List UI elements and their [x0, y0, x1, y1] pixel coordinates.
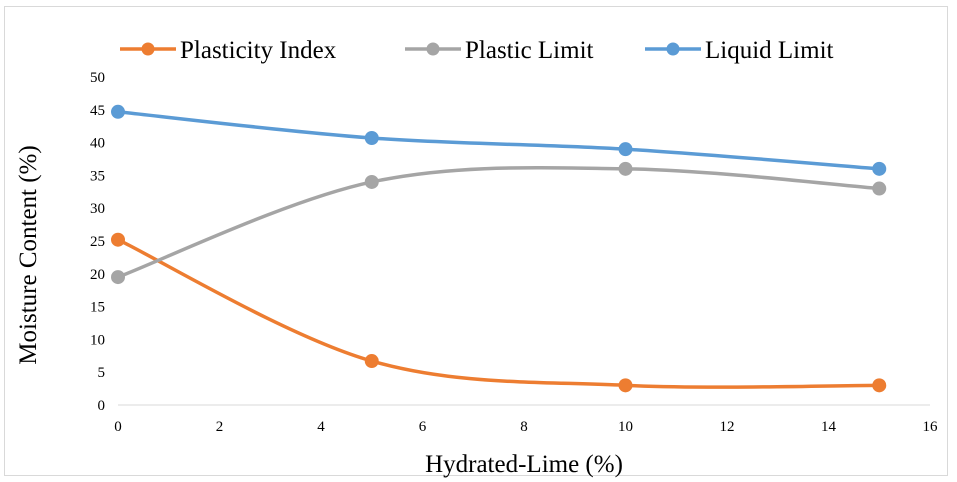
y-tick-label: 40	[90, 136, 105, 152]
legend-marker-plastic-limit	[426, 42, 440, 56]
x-tick-label: 6	[419, 419, 427, 435]
data-point-plasticity-index	[364, 354, 379, 369]
data-point-plasticity-index	[872, 378, 887, 393]
x-tick-label: 12	[720, 419, 735, 435]
y-tick-label: 50	[90, 70, 105, 86]
x-tick-label: 16	[923, 419, 939, 435]
y-tick-label: 45	[90, 103, 105, 119]
x-tick-label: 4	[317, 419, 325, 435]
x-axis-ticks: 0 2 4 6 8 10 12 14 16	[114, 419, 938, 435]
y-tick-label: 25	[90, 234, 105, 250]
x-tick-label: 2	[216, 419, 224, 435]
y-tick-label: 0	[98, 398, 106, 414]
data-point-liquid-limit	[111, 104, 125, 119]
chart-frame	[4, 6, 948, 476]
x-tick-label: 0	[114, 419, 122, 435]
data-point-plastic-limit	[111, 270, 125, 285]
legend-label-liquid-limit: Liquid Limit	[705, 37, 834, 64]
y-tick-label: 10	[90, 332, 105, 348]
legend-marker-plasticity-index	[141, 42, 155, 56]
y-tick-label: 5	[98, 365, 106, 381]
data-point-liquid-limit	[872, 161, 887, 176]
series-line-plasticity-index	[117, 238, 880, 389]
y-tick-label: 15	[90, 300, 105, 316]
legend: Plasticity Index Plastic Limit Liquid Limi…	[120, 37, 834, 64]
legend-label-plasticity-index: Plasticity Index	[180, 37, 337, 64]
data-point-plasticity-index	[111, 232, 125, 247]
series-lines	[117, 110, 880, 389]
data-point-liquid-limit	[364, 131, 379, 146]
legend-label-plastic-limit: Plastic Limit	[465, 37, 594, 64]
y-tick-label: 20	[90, 267, 105, 283]
legend-marker-liquid-limit	[666, 42, 680, 56]
data-point-plasticity-index	[618, 378, 633, 393]
series-line-liquid-limit	[117, 110, 880, 171]
x-axis-title: Hydrated-Lime (%)	[425, 451, 623, 478]
y-tick-label: 35	[90, 168, 105, 184]
y-axis-title: Moisture Content (%)	[15, 145, 42, 364]
x-tick-label: 8	[520, 419, 528, 435]
series-points	[111, 104, 887, 393]
data-point-plastic-limit	[618, 161, 633, 176]
data-point-plastic-limit	[872, 181, 887, 196]
y-axis-ticks: 0 5 10 15 20 25 30 35 40 45 50	[90, 70, 105, 414]
x-tick-label: 14	[821, 419, 837, 435]
data-point-plastic-limit	[364, 174, 379, 189]
data-point-liquid-limit	[618, 142, 633, 157]
y-tick-label: 30	[90, 201, 105, 217]
x-tick-label: 10	[618, 419, 633, 435]
series-line-plastic-limit	[117, 166, 880, 279]
